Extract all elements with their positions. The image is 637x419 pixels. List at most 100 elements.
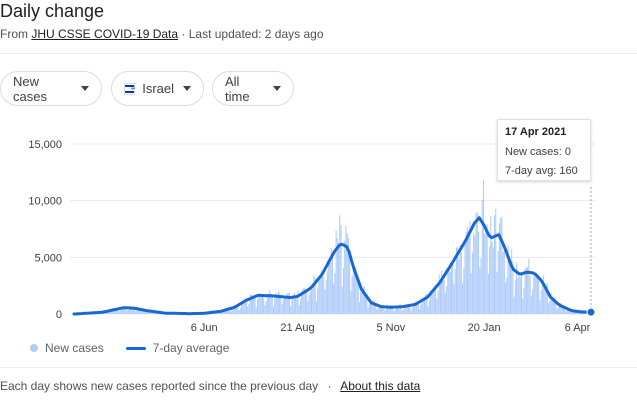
new-cases-bar	[373, 300, 375, 314]
new-cases-bar	[350, 291, 352, 314]
new-cases-bar	[374, 305, 376, 314]
new-cases-bar	[241, 302, 243, 314]
new-cases-bar	[449, 272, 451, 314]
new-cases-bar	[245, 299, 247, 314]
new-cases-bar	[315, 301, 317, 314]
new-cases-bar	[274, 298, 276, 314]
new-cases-bar	[228, 309, 230, 314]
new-cases-bar	[441, 270, 443, 314]
new-cases-bar	[125, 308, 127, 314]
new-cases-bar	[145, 311, 147, 314]
new-cases-bar	[541, 280, 543, 314]
new-cases-bar	[280, 295, 282, 314]
new-cases-bar	[352, 265, 354, 314]
new-cases-bar	[571, 310, 573, 314]
new-cases-bar	[256, 298, 259, 314]
new-cases-bar	[487, 273, 489, 314]
new-cases-bar	[393, 311, 395, 314]
chevron-down-icon	[273, 86, 281, 91]
new-cases-bar	[363, 285, 365, 314]
x-tick-label: 5 Nov	[376, 322, 405, 334]
new-cases-bar	[485, 227, 487, 314]
new-cases-bar	[271, 294, 273, 314]
new-cases-bar	[346, 233, 348, 314]
footer-divider	[0, 367, 637, 368]
last-updated: · Last updated: 2 days ago	[181, 27, 324, 41]
new-cases-bar	[519, 277, 521, 314]
new-cases-bar	[265, 301, 267, 314]
new-cases-bar	[474, 235, 476, 314]
new-cases-bar	[227, 309, 229, 314]
new-cases-bar	[338, 243, 340, 314]
range-dropdown[interactable]: All time	[212, 71, 294, 106]
country-dropdown[interactable]: ✡ Israel	[111, 71, 204, 106]
new-cases-bar	[124, 307, 126, 314]
chart-legend: New cases 7-day average	[30, 341, 251, 355]
new-cases-bar	[132, 307, 134, 314]
y-axis-labels: 0 5,000 10,000 15,000	[28, 139, 62, 321]
new-cases-bar	[331, 257, 333, 314]
new-cases-bar	[448, 269, 450, 314]
new-cases-bar	[415, 301, 417, 314]
new-cases-bar	[330, 248, 332, 314]
new-cases-bar	[361, 286, 363, 314]
metric-dropdown[interactable]: New cases	[0, 71, 102, 106]
new-cases-bar	[493, 215, 496, 314]
new-cases-bar	[336, 238, 338, 314]
new-cases-bar	[123, 307, 125, 314]
new-cases-bar	[311, 286, 313, 314]
new-cases-bar	[442, 275, 444, 314]
legend-new-cases: New cases	[30, 341, 104, 355]
new-cases-bar	[509, 261, 511, 314]
new-cases-bar	[401, 310, 403, 314]
new-cases-bar	[340, 224, 342, 314]
new-cases-bar	[382, 305, 384, 314]
new-cases-bar	[360, 291, 362, 314]
new-cases-bar	[269, 290, 271, 314]
new-cases-bar	[334, 273, 336, 314]
about-data-link[interactable]: About this data	[340, 379, 421, 393]
daily-change-chart[interactable]: 0 5,000 10,000 15,000 6 Jun 21 Aug 5 Nov 20 Ja…	[0, 115, 637, 340]
new-cases-bar	[231, 309, 233, 314]
new-cases-bar	[355, 267, 357, 314]
new-cases-bar	[582, 313, 584, 314]
new-cases-bar	[535, 273, 537, 314]
new-cases-bar	[524, 268, 526, 314]
new-cases-bar	[302, 288, 304, 314]
new-cases-bar	[438, 274, 440, 314]
new-cases-bar	[372, 300, 374, 314]
source-link[interactable]: JHU CSSE COVID-19 Data	[31, 27, 179, 41]
range-dropdown-label: All time	[225, 73, 250, 104]
new-cases-bar	[411, 307, 413, 314]
new-cases-bar	[221, 312, 223, 314]
new-cases-bar	[529, 276, 531, 314]
new-cases-bar	[243, 303, 245, 314]
new-cases-bar	[136, 309, 138, 314]
new-cases-bar	[312, 283, 314, 314]
new-cases-bar	[137, 309, 139, 314]
new-cases-bar	[297, 290, 299, 314]
new-cases-bars	[75, 180, 591, 314]
y-tick-label: 15,000	[28, 139, 62, 151]
new-cases-bar	[353, 265, 356, 314]
new-cases-bar	[409, 303, 411, 314]
new-cases-bar	[232, 308, 234, 314]
new-cases-bar	[508, 256, 510, 314]
tooltip-average: 7-day avg: 160	[505, 165, 578, 177]
legend-average: 7-day average	[125, 341, 229, 355]
new-cases-bar	[561, 306, 563, 314]
new-cases-bar	[236, 305, 238, 314]
new-cases-bar	[554, 297, 556, 314]
chevron-down-icon	[81, 86, 89, 91]
new-cases-bar	[425, 294, 427, 314]
new-cases-bar	[369, 302, 371, 314]
new-cases-bar	[500, 217, 502, 314]
new-cases-bar	[261, 295, 263, 314]
new-cases-bar	[464, 243, 466, 314]
new-cases-bar	[481, 199, 483, 314]
header-divider	[0, 53, 637, 54]
x-tick-label: 6 Jun	[191, 322, 218, 334]
new-cases-bar	[502, 251, 504, 314]
new-cases-bar	[543, 275, 545, 314]
new-cases-bar	[525, 267, 527, 314]
